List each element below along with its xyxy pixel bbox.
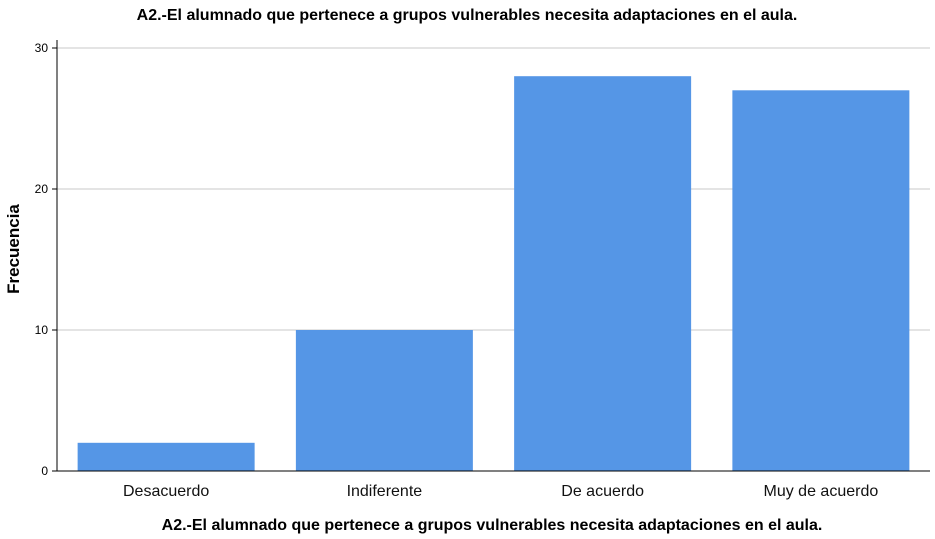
y-tick-label: 0 — [41, 464, 48, 478]
x-category-label: Indiferente — [347, 483, 423, 500]
bar — [295, 330, 473, 471]
bars — [77, 76, 910, 472]
x-category-label: De acuerdo — [561, 483, 644, 500]
bar — [77, 442, 255, 471]
y-axis-label: Frecuencia — [4, 204, 23, 294]
y-tick-labels: 0 10 20 30 — [35, 41, 49, 478]
x-category-label: Desacuerdo — [123, 483, 209, 500]
x-axis-label: A2.-El alumnado que pertenece a grupos v… — [162, 517, 823, 534]
y-tick-label: 30 — [35, 41, 49, 55]
chart-title: A2.-El alumnado que pertenece a grupos v… — [137, 7, 798, 24]
x-category-label: Muy de acuerdo — [764, 483, 879, 500]
axes — [52, 40, 930, 472]
bar — [732, 90, 910, 472]
y-tick-label: 20 — [35, 182, 49, 196]
y-tick-label: 10 — [35, 323, 49, 337]
bar — [514, 76, 692, 471]
x-category-labels: Desacuerdo Indiferente De acuerdo Muy de ac… — [123, 483, 878, 500]
